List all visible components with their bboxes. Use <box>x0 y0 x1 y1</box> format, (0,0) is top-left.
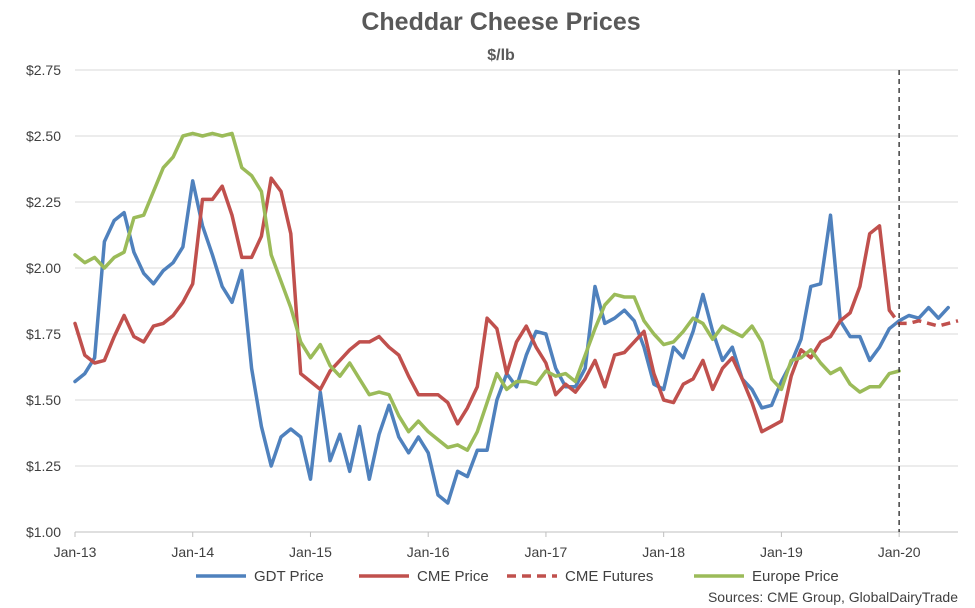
series-line-europe-price <box>73 131 901 452</box>
y-axis-tick-labels: $1.00 $1.25 $1.50 $1.75 $2.00 $2.25 $2.50 $2.75 <box>26 62 61 540</box>
x-tick-label: Jan-18 <box>642 544 685 560</box>
x-tick-label: Jan-13 <box>54 544 97 560</box>
legend-label-cme-futures: CME Futures <box>565 568 653 585</box>
x-axis-tick-labels: Jan-13 Jan-14 Jan-15 Jan-16 Jan-17 Jan-18 Jan-… <box>54 544 921 560</box>
x-tick-label: Jan-16 <box>407 544 450 560</box>
series-lines <box>73 131 959 505</box>
y-tick-label: $1.75 <box>26 326 61 342</box>
x-tick-label: Jan-14 <box>171 544 214 560</box>
x-tick-label: Jan-20 <box>878 544 921 560</box>
series-line-cme-price <box>73 176 892 434</box>
legend-label-europe-price: Europe Price <box>752 568 839 585</box>
series-line-gdt-price <box>73 179 950 505</box>
series-line-cme-futures <box>887 309 959 328</box>
legend-label-cme-price: CME Price <box>417 568 489 585</box>
y-tick-label: $2.75 <box>26 62 61 78</box>
y-tick-label: $1.00 <box>26 524 61 540</box>
x-tick-label: Jan-17 <box>525 544 568 560</box>
legend-label-gdt-price: GDT Price <box>254 568 324 585</box>
x-tick-label: Jan-19 <box>760 544 803 560</box>
x-tick-label: Jan-15 <box>289 544 332 560</box>
source-note: Sources: CME Group, GlobalDairyTrade <box>708 589 958 605</box>
y-tick-label: $2.50 <box>26 128 61 144</box>
y-tick-label: $2.25 <box>26 194 61 210</box>
y-tick-label: $1.50 <box>26 392 61 408</box>
y-tick-label: $2.00 <box>26 260 61 276</box>
legend: GDT Price CME Price CME Futures Europe Pric… <box>196 568 839 585</box>
chart-subtitle: $/lb <box>487 47 515 64</box>
gridlines <box>74 69 958 537</box>
chart-title: Cheddar Cheese Prices <box>361 8 640 36</box>
y-tick-label: $1.25 <box>26 458 61 474</box>
